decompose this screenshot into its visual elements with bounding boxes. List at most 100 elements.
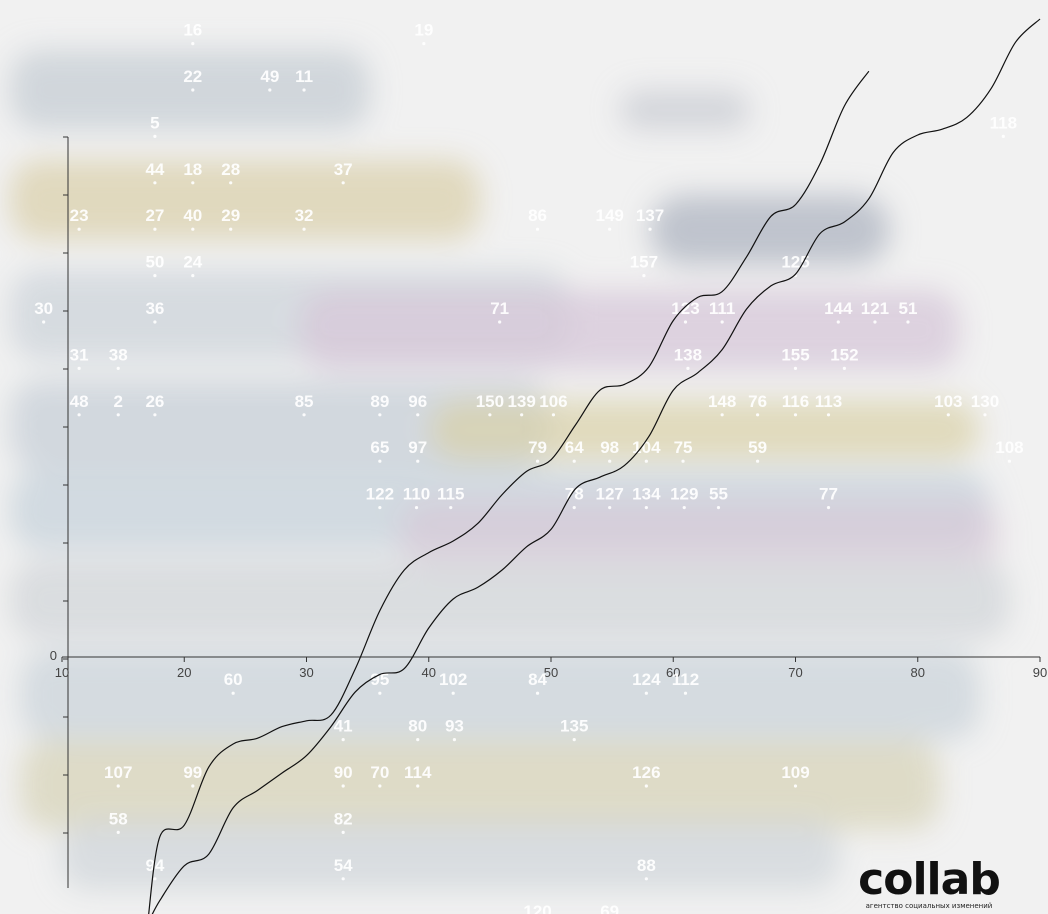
point-marker <box>153 877 157 881</box>
point-marker <box>268 88 272 92</box>
series-lines <box>148 18 1041 914</box>
point-marker <box>302 227 306 231</box>
point-marker <box>498 320 502 324</box>
point-label: 157 <box>630 253 658 272</box>
point-marker <box>116 413 120 417</box>
point-marker <box>77 413 81 417</box>
x-tick-label: 10 <box>55 665 69 680</box>
point-label: 149 <box>595 206 623 225</box>
point-marker <box>231 691 235 695</box>
watercolor-background <box>10 50 1010 890</box>
point-marker <box>572 459 576 463</box>
point-label: 112 <box>672 670 699 689</box>
point-marker <box>906 320 910 324</box>
point-label: 155 <box>781 345 809 364</box>
point-marker <box>1007 459 1012 463</box>
point-marker <box>153 134 157 138</box>
point-marker <box>642 274 646 278</box>
point-marker <box>873 320 877 324</box>
point-label: 88 <box>637 856 656 875</box>
point-marker <box>644 784 648 788</box>
point-label: 135 <box>560 717 588 736</box>
point-label: 139 <box>507 392 535 411</box>
point-marker <box>378 784 382 788</box>
point-marker <box>341 877 345 881</box>
point-marker <box>77 366 81 370</box>
point-marker <box>644 506 648 510</box>
point-label: 121 <box>861 299 889 318</box>
point-marker <box>488 413 492 417</box>
point-label: 102 <box>439 670 467 689</box>
point-marker <box>191 181 195 185</box>
point-marker <box>535 227 540 231</box>
point-label: 110 <box>403 485 430 504</box>
series-line-1 <box>148 70 870 914</box>
point-label: 104 <box>632 438 661 457</box>
point-marker <box>842 366 847 370</box>
point-label: 93 <box>445 717 464 736</box>
point-marker <box>551 413 556 417</box>
point-label: 31 <box>70 345 89 364</box>
point-label: 78 <box>565 485 584 504</box>
point-label: 97 <box>408 438 427 457</box>
point-label: 124 <box>632 670 661 689</box>
point-label: 64 <box>565 438 584 457</box>
point-label: 18 <box>183 160 202 179</box>
x-tick-label: 80 <box>911 665 925 680</box>
point-marker <box>720 320 724 324</box>
point-marker <box>535 691 540 695</box>
point-marker <box>572 738 576 742</box>
point-marker <box>416 413 420 417</box>
point-label: 82 <box>334 809 353 828</box>
point-marker <box>191 784 195 788</box>
x-tick-label: 40 <box>422 665 436 680</box>
point-marker <box>572 506 576 510</box>
point-label: 29 <box>221 206 240 225</box>
point-marker <box>341 784 345 788</box>
point-marker <box>793 366 798 370</box>
point-marker <box>836 320 840 324</box>
point-label: 113 <box>815 392 842 411</box>
point-label: 69 <box>600 902 619 914</box>
point-label: 123 <box>671 299 699 318</box>
point-label: 5 <box>150 113 159 132</box>
collab-logo: collab агентство социальных изменений <box>846 858 1012 911</box>
point-marker <box>42 320 46 324</box>
point-label: 115 <box>437 485 464 504</box>
point-label: 65 <box>370 438 389 457</box>
point-marker <box>608 506 612 510</box>
point-label: 125 <box>781 253 809 272</box>
point-label: 152 <box>830 345 858 364</box>
point-label: 50 <box>145 253 164 272</box>
point-label: 71 <box>490 299 509 318</box>
point-label: 122 <box>366 485 394 504</box>
point-label: 114 <box>404 763 432 782</box>
x-tick-label: 90 <box>1033 665 1047 680</box>
point-marker <box>191 42 195 46</box>
point-label: 120 <box>523 902 551 914</box>
series-line-2 <box>151 18 1041 914</box>
point-label: 106 <box>539 392 567 411</box>
point-label: 96 <box>408 392 427 411</box>
point-marker <box>229 227 233 231</box>
point-label: 49 <box>260 67 279 86</box>
point-marker <box>793 413 798 417</box>
point-label: 138 <box>674 345 702 364</box>
point-marker <box>683 691 688 695</box>
point-marker <box>302 88 306 92</box>
point-marker <box>414 506 419 510</box>
point-label: 103 <box>934 392 962 411</box>
point-marker <box>422 42 426 46</box>
point-label: 148 <box>708 392 736 411</box>
point-label: 90 <box>334 763 353 782</box>
point-marker <box>716 506 721 510</box>
point-marker <box>191 274 195 278</box>
point-marker <box>378 691 382 695</box>
point-marker <box>153 181 157 185</box>
point-marker <box>116 366 120 370</box>
point-marker <box>683 320 688 324</box>
point-marker <box>756 413 760 417</box>
point-marker <box>153 320 157 324</box>
point-label: 36 <box>145 299 164 318</box>
